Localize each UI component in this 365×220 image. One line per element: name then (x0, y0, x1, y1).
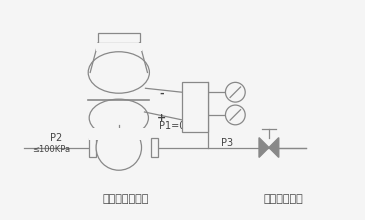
Ellipse shape (88, 52, 149, 93)
Bar (182, 82, 208, 132)
Circle shape (96, 125, 142, 170)
Text: P1=0: P1=0 (159, 121, 185, 131)
Text: -: - (159, 89, 164, 99)
Text: P3: P3 (221, 138, 234, 148)
Text: 微压力调节系统: 微压力调节系统 (103, 194, 149, 204)
Bar (96, 43, 142, 51)
Text: P2: P2 (50, 133, 63, 143)
Text: 微压调节原理: 微压调节原理 (264, 194, 304, 204)
Ellipse shape (89, 99, 149, 137)
Polygon shape (259, 138, 269, 157)
Text: +: + (157, 113, 166, 123)
Bar (89, 138, 96, 157)
Bar (89, 128, 149, 140)
Text: ≤100KPa: ≤100KPa (32, 145, 71, 154)
Bar (98, 33, 139, 43)
Circle shape (226, 82, 245, 102)
Bar (151, 138, 158, 157)
Circle shape (226, 105, 245, 125)
Polygon shape (269, 138, 279, 157)
